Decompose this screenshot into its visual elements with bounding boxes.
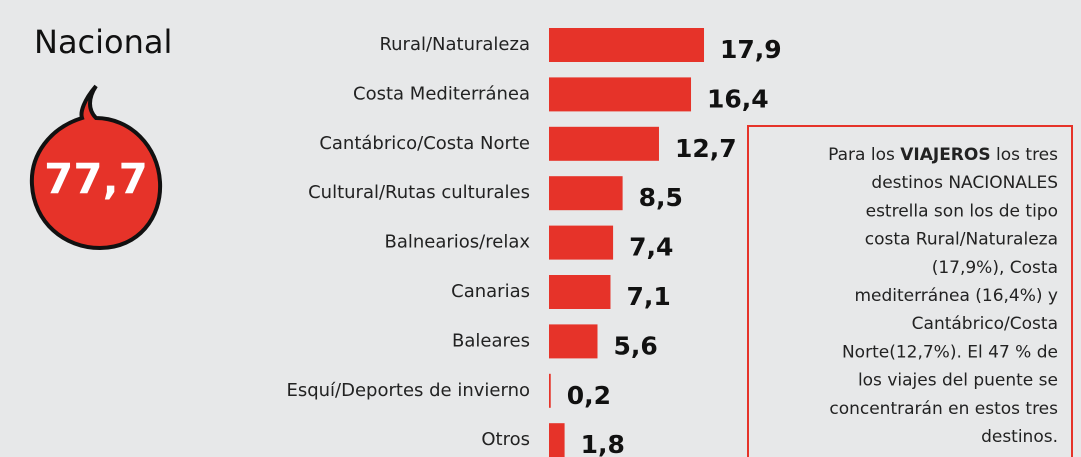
value-label: 7,1 (626, 282, 670, 311)
note-line: Cantábrico/Costa (912, 314, 1058, 334)
note-line: estrella son los de tipo (866, 201, 1058, 221)
note-box (747, 125, 1073, 457)
bar (549, 126, 659, 161)
value-label: 12,7 (675, 134, 737, 163)
note-line: Para los VIAJEROS los tres (828, 145, 1058, 165)
category-label: Esquí/Deportes de invierno (286, 380, 530, 401)
value-label: 0,2 (567, 381, 611, 410)
value-label: 8,5 (639, 183, 683, 212)
badge: 77,7 (29, 84, 163, 251)
note-line: mediterránea (16,4%) y (854, 286, 1058, 306)
note-line: Norte(12,7%). El 47 % de (842, 342, 1058, 362)
category-label: Otros (481, 429, 530, 450)
category-label: Cultural/Rutas culturales (308, 182, 530, 203)
bar (549, 423, 565, 457)
category-label: Cantábrico/Costa Norte (319, 133, 530, 154)
value-label: 16,4 (707, 84, 769, 113)
category-label: Balnearios/relax (384, 232, 530, 253)
value-label: 5,6 (613, 331, 657, 360)
note-text: Para los (828, 145, 900, 165)
note-line: concentrarán en estos tres (829, 399, 1058, 419)
value-label: 17,9 (720, 35, 782, 64)
badge-shape (29, 84, 163, 251)
category-label: Baleares (452, 330, 530, 351)
note-text-bold: VIAJEROS (900, 145, 990, 165)
bar (549, 373, 551, 408)
note-text: los tres (991, 145, 1059, 165)
category-label: Canarias (451, 281, 530, 302)
value-label: 1,8 (581, 430, 625, 457)
bar (549, 176, 623, 211)
bar (549, 275, 611, 309)
category-label: Costa Mediterránea (353, 83, 530, 104)
value-label: 7,4 (629, 233, 673, 262)
note-line: destinos NACIONALES (871, 173, 1058, 193)
chart-title: Nacional (34, 23, 172, 61)
note-line: costa Rural/Naturaleza (865, 230, 1058, 250)
note-line: (17,9%), Costa (932, 258, 1058, 278)
bar (549, 77, 692, 112)
badge-label: 77,7 (44, 155, 148, 204)
note-line: los viajes del puente se (858, 371, 1058, 391)
note-line: destinos. (981, 427, 1058, 447)
category-label: Rural/Naturaleza (379, 34, 530, 55)
bar (549, 28, 705, 62)
bar (549, 324, 598, 359)
bar (549, 225, 614, 260)
